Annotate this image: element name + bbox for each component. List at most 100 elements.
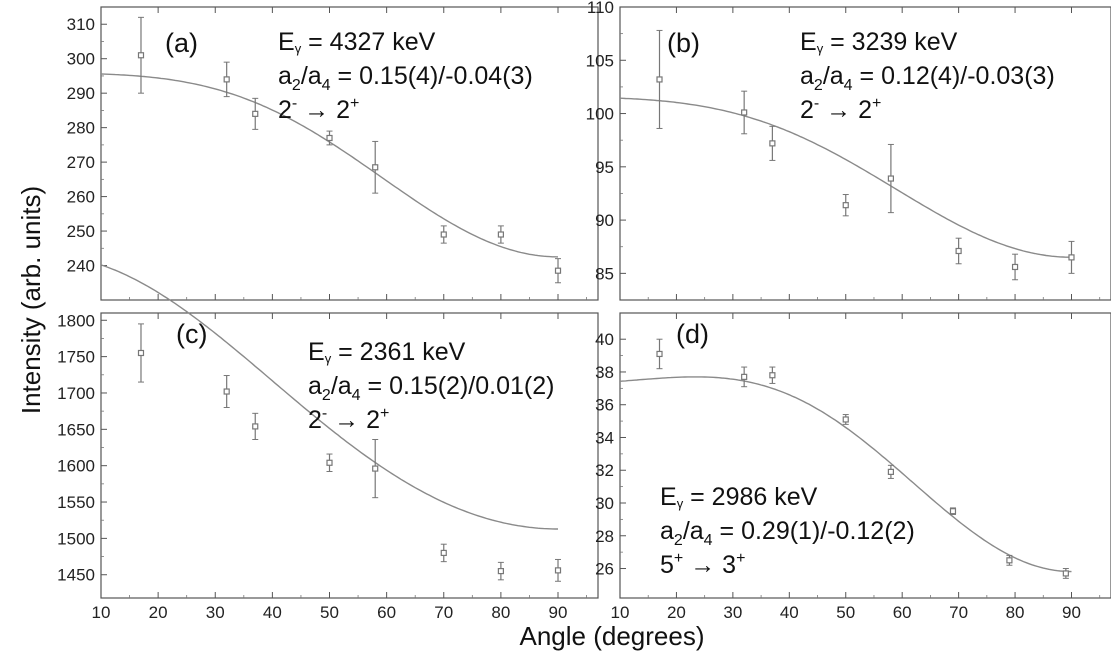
data-point xyxy=(656,76,663,83)
data-point xyxy=(955,247,962,255)
transition-to-sup: + xyxy=(380,405,389,422)
coeff-a4-symbol: /a xyxy=(683,517,704,545)
energy-value: = 2986 keV xyxy=(683,483,817,511)
coeff-a2-subscript: 2 xyxy=(814,77,823,94)
energy-annotation: Eγ = 4327 keV xyxy=(278,28,436,56)
coeff-a4-subscript: 4 xyxy=(704,532,713,549)
coefficients-annotation: a2/a4 = 0.29(1)/-0.12(2) xyxy=(660,517,915,549)
transition-arrow: → xyxy=(819,96,858,124)
plot-frame xyxy=(619,312,1111,599)
energy-value: = 3239 keV xyxy=(823,28,957,56)
y-tick-label: 40 xyxy=(595,330,614,349)
x-tick-label: 10 xyxy=(611,603,630,622)
transition-to: 2 xyxy=(336,96,350,124)
data-point xyxy=(372,465,379,472)
y-tick-label: 290 xyxy=(67,84,95,103)
y-tick-label: 310 xyxy=(67,15,95,34)
transition-to-sup: + xyxy=(736,550,745,567)
transition-from: 2 xyxy=(800,96,814,124)
panel: 1450 1500 1550 1600 1650 1700 1750 1800 10 20 30 40… xyxy=(57,264,599,622)
y-tick-label: 90 xyxy=(595,211,614,230)
y-tick-label: 1500 xyxy=(57,529,95,548)
y-tick-label: 1600 xyxy=(57,457,95,476)
data-point xyxy=(497,567,504,575)
data-point xyxy=(440,549,447,557)
y-tick-label: 100 xyxy=(586,105,614,124)
coeff-a2-symbol: a xyxy=(800,62,814,90)
energy-subscript: γ xyxy=(325,351,332,366)
data-point xyxy=(137,52,145,59)
x-tick-label: 70 xyxy=(434,603,453,622)
data-point xyxy=(252,423,259,430)
data-point xyxy=(223,76,230,83)
coeff-a2-symbol: a xyxy=(308,372,322,400)
x-tick-label: 20 xyxy=(667,603,686,622)
energy-subscript: γ xyxy=(677,496,684,511)
x-tick-label: 50 xyxy=(320,603,339,622)
coeff-a4-symbol: /a xyxy=(823,62,844,90)
data-point xyxy=(223,388,230,395)
transition-from-sup: - xyxy=(292,95,297,112)
panel-label: (a) xyxy=(165,28,198,58)
panel: 240 250 260 270 280 290 300 310 (a) Eγ = 4327 keV… xyxy=(67,6,599,301)
x-tick-label: 90 xyxy=(549,603,568,622)
data-point xyxy=(887,468,894,475)
coeff-values: = 0.15(2)/0.01(2) xyxy=(361,372,555,400)
data-point xyxy=(949,508,957,515)
y-tick-label: 240 xyxy=(67,257,95,276)
y-tick-label: 26 xyxy=(595,560,614,579)
transition-to-sup: + xyxy=(872,95,881,112)
energy-symbol: E xyxy=(800,28,817,56)
transition-arrow: → xyxy=(297,96,336,124)
x-tick-label: 80 xyxy=(491,603,510,622)
data-point xyxy=(656,350,663,358)
x-tick-label: 40 xyxy=(263,603,282,622)
y-tick-label: 260 xyxy=(67,188,95,207)
transition-annotation: 5+ → 3+ xyxy=(660,550,745,579)
coefficients-annotation: a2/a4 = 0.12(4)/-0.03(3) xyxy=(800,62,1055,94)
plot-frame xyxy=(100,312,599,599)
transition-annotation: 2- → 2+ xyxy=(308,405,389,434)
transition-from-sup: - xyxy=(322,405,327,422)
data-point xyxy=(1011,263,1019,271)
fit-curve xyxy=(619,376,1072,573)
y-tick-label: 110 xyxy=(587,0,614,17)
y-tick-label: 1750 xyxy=(57,348,95,367)
data-point xyxy=(769,372,776,379)
y-tick-label: 34 xyxy=(595,428,614,447)
data-point xyxy=(497,231,504,238)
data-point xyxy=(1068,254,1075,261)
y-tick-label: 38 xyxy=(595,363,614,382)
data-point xyxy=(137,349,145,357)
coeff-a2-subscript: 2 xyxy=(292,77,301,94)
y-tick-label: 300 xyxy=(67,50,95,69)
y-axis-title: Intensity (arb. units) xyxy=(16,186,46,414)
transition-to-sup: + xyxy=(350,95,359,112)
coeff-a2-symbol: a xyxy=(278,62,292,90)
y-tick-label: 1700 xyxy=(57,384,95,403)
coeff-values: = 0.15(4)/-0.04(3) xyxy=(331,62,533,90)
x-tick-label: 10 xyxy=(92,603,111,622)
y-tick-label: 270 xyxy=(67,153,95,172)
x-tick-label: 20 xyxy=(149,603,168,622)
data-point xyxy=(326,459,333,466)
data-point xyxy=(1062,570,1069,577)
data-point xyxy=(326,134,333,142)
y-tick-label: 95 xyxy=(595,158,614,177)
data-point xyxy=(554,567,562,574)
y-tick-label: 1650 xyxy=(57,420,95,439)
x-tick-label: 50 xyxy=(836,603,855,622)
coeff-values: = 0.12(4)/-0.03(3) xyxy=(853,62,1055,90)
coefficients-annotation: a2/a4 = 0.15(4)/-0.04(3) xyxy=(278,62,533,94)
y-tick-label: 280 xyxy=(67,119,95,138)
data-point xyxy=(842,416,849,423)
transition-from: 2 xyxy=(278,96,292,124)
data-point xyxy=(1006,557,1013,564)
fit-curve xyxy=(100,264,558,530)
y-tick-label: 250 xyxy=(67,222,95,241)
y-tick-label: 85 xyxy=(595,264,614,283)
